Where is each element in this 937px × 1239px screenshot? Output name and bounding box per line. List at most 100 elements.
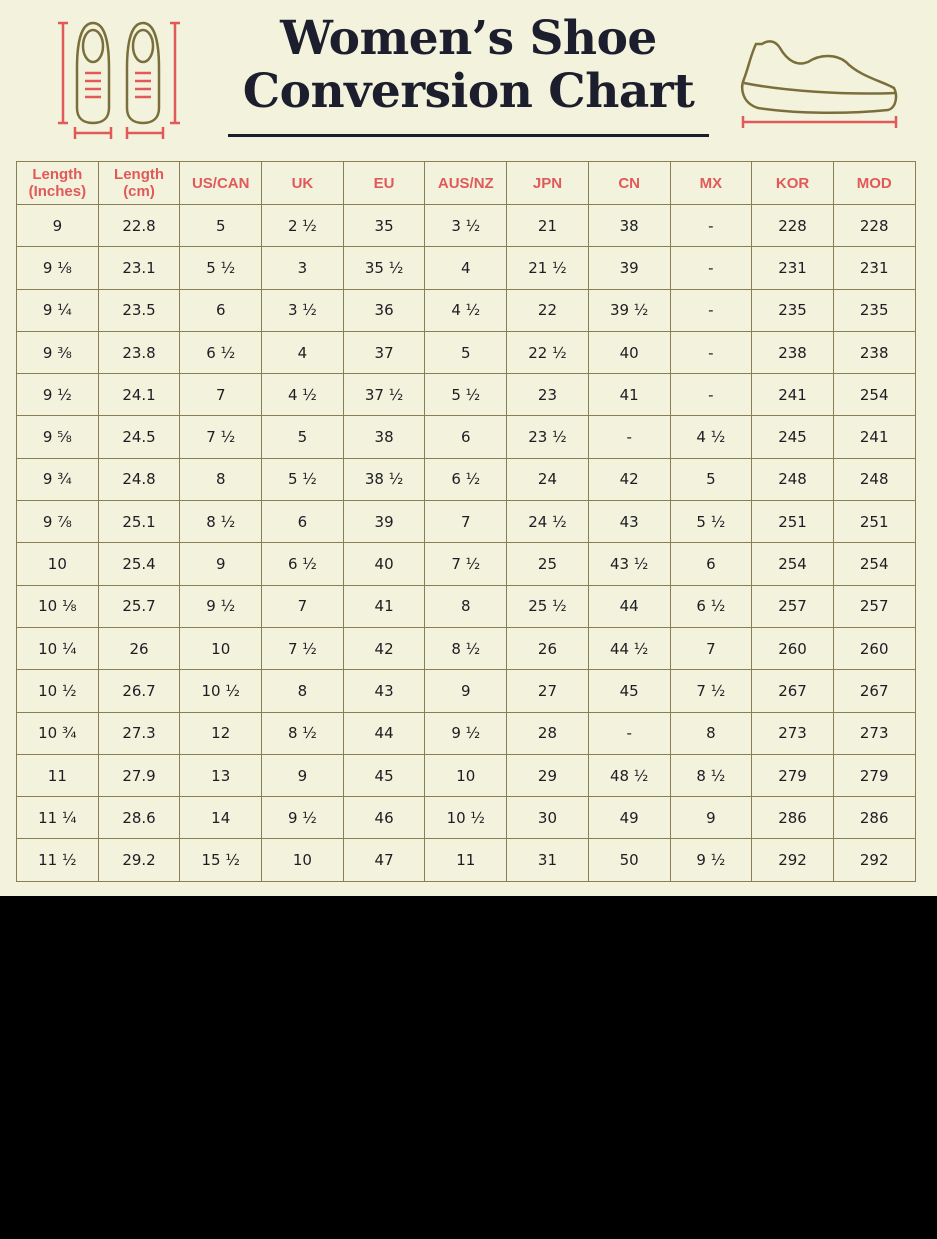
table-cell: 7 ½ [179, 415, 263, 459]
table-cell: 40 [342, 542, 426, 586]
table-cell: 24.1 [97, 373, 181, 417]
column-header: MOD [832, 161, 916, 205]
table-cell: 22 [506, 288, 589, 332]
table-cell: 5 [179, 203, 263, 248]
table-cell: 7 [669, 626, 753, 671]
table-cell: 26 [97, 626, 181, 671]
table-cell: 257 [832, 584, 916, 628]
column-header: KOR [751, 161, 834, 205]
table-cell: 273 [832, 711, 916, 755]
table-cell: 11 ½ [16, 838, 99, 882]
table-cell: 44 ½ [587, 626, 671, 671]
table-cell: 5 ½ [669, 500, 753, 544]
column-header-label: US/CAN [191, 174, 250, 192]
table-cell: 7 ½ [261, 626, 344, 671]
table-cell: 13 [179, 753, 263, 798]
column-header-label: KOR [775, 174, 810, 192]
table-cell: 7 [179, 373, 263, 417]
table-cell: 8 [179, 457, 263, 502]
table-cell: 8 [669, 711, 753, 755]
column-header-label: CN [618, 174, 640, 192]
table-cell: 23.5 [97, 288, 181, 332]
table-cell: 228 [832, 203, 916, 248]
table-cell: 10 [424, 753, 508, 798]
table-cell: 9 [16, 203, 99, 248]
table-cell: 3 [261, 246, 344, 290]
table-cell: 10 ½ [179, 669, 263, 713]
table-cell: 7 ½ [424, 542, 508, 586]
table-cell: 9 ½ [669, 838, 753, 882]
table-cell: 25.1 [97, 500, 181, 544]
table-header-row: Length (Inches) Length (cm) US/CAN UK EU AUS/NZ… [16, 161, 916, 205]
table-cell: 6 [261, 500, 344, 544]
table-cell: 23.1 [97, 246, 181, 290]
table-cell: 38 [587, 203, 671, 248]
table-cell: 4 [424, 246, 508, 290]
table-row: 11 ½ 29.2 15 ½ 10 47 11 31 50 9 ½ 292 292 [16, 838, 916, 882]
table-cell: 28.6 [97, 796, 181, 840]
table-cell: 9 [424, 669, 508, 713]
table-cell: 7 ½ [669, 669, 753, 713]
table-cell: 9 ⅜ [16, 330, 99, 375]
table-cell: 43 [342, 669, 426, 713]
table-cell: 9 ½ [424, 711, 508, 755]
table-cell: 10 ⅛ [16, 584, 99, 628]
table-cell: 8 [261, 669, 344, 713]
column-header-label: (Inches) [28, 183, 87, 200]
column-header-label: (cm) [123, 183, 155, 200]
table-cell: 42 [342, 626, 426, 671]
column-header-label: EU [373, 174, 395, 192]
conversion-chart-poster: Women’s Shoe Conversion Chart Length (Inc… [0, 0, 937, 896]
page-title: Women’s Shoe Conversion Chart [200, 12, 737, 118]
table-cell: 5 ½ [261, 457, 344, 502]
table-cell: 260 [832, 626, 916, 671]
column-header-label: UK [291, 174, 314, 192]
table-cell: 24.5 [97, 415, 181, 459]
table-cell: 35 [342, 203, 426, 248]
table-cell: - [669, 203, 753, 248]
table-cell: 11 [16, 753, 99, 798]
table-cell: 6 [424, 415, 508, 459]
table-cell: 10 ½ [424, 796, 508, 840]
title-underline [228, 134, 709, 137]
table-cell: 23.8 [97, 330, 181, 375]
table-cell: 10 [16, 542, 99, 586]
table-cell: 254 [832, 542, 916, 586]
table-cell: 5 [424, 330, 508, 375]
table-cell: 47 [342, 838, 426, 882]
table-cell: 9 ½ [179, 584, 263, 628]
table-cell: 38 [342, 415, 426, 459]
column-header: JPN [506, 161, 589, 205]
table-cell: 27.3 [97, 711, 181, 755]
table-cell: 6 ½ [424, 457, 508, 502]
table-row: 11 ¼ 28.6 14 9 ½ 46 10 ½ 30 49 9 286 286 [16, 796, 916, 840]
table-cell: 50 [587, 838, 671, 882]
table-cell: 49 [587, 796, 671, 840]
table-cell: 46 [342, 796, 426, 840]
column-header: US/CAN [179, 161, 263, 205]
table-cell: 9 ¼ [16, 288, 99, 332]
table-row: 9 ¼ 23.5 6 3 ½ 36 4 ½ 22 39 ½ -235 235 [16, 288, 916, 332]
table-cell: 45 [587, 669, 671, 713]
table-cell: 4 ½ [424, 288, 508, 332]
table-cell: 241 [751, 373, 834, 417]
table-cell: 45 [342, 753, 426, 798]
table-row: 9 ⅛ 23.1 5 ½ 3 35 ½ 4 21 ½ 39-231 231 [16, 246, 916, 290]
column-header-label: JPN [532, 174, 563, 192]
table-cell: 11 ¼ [16, 796, 99, 840]
table-cell: 28 [506, 711, 589, 755]
table-cell: 15 ½ [179, 838, 263, 882]
table-cell: 6 ½ [669, 584, 753, 628]
table-cell: 22 ½ [506, 330, 589, 375]
table-cell: 30 [506, 796, 589, 840]
table-cell: 279 [751, 753, 834, 798]
table-cell: 44 [342, 711, 426, 755]
table-cell: 10 ½ [16, 669, 99, 713]
table-cell: - [669, 288, 753, 332]
table-cell: 248 [832, 457, 916, 502]
table-cell: 231 [751, 246, 834, 290]
table-cell: 24 ½ [506, 500, 589, 544]
table-cell: 23 ½ [506, 415, 589, 459]
table-cell: 24.8 [97, 457, 181, 502]
